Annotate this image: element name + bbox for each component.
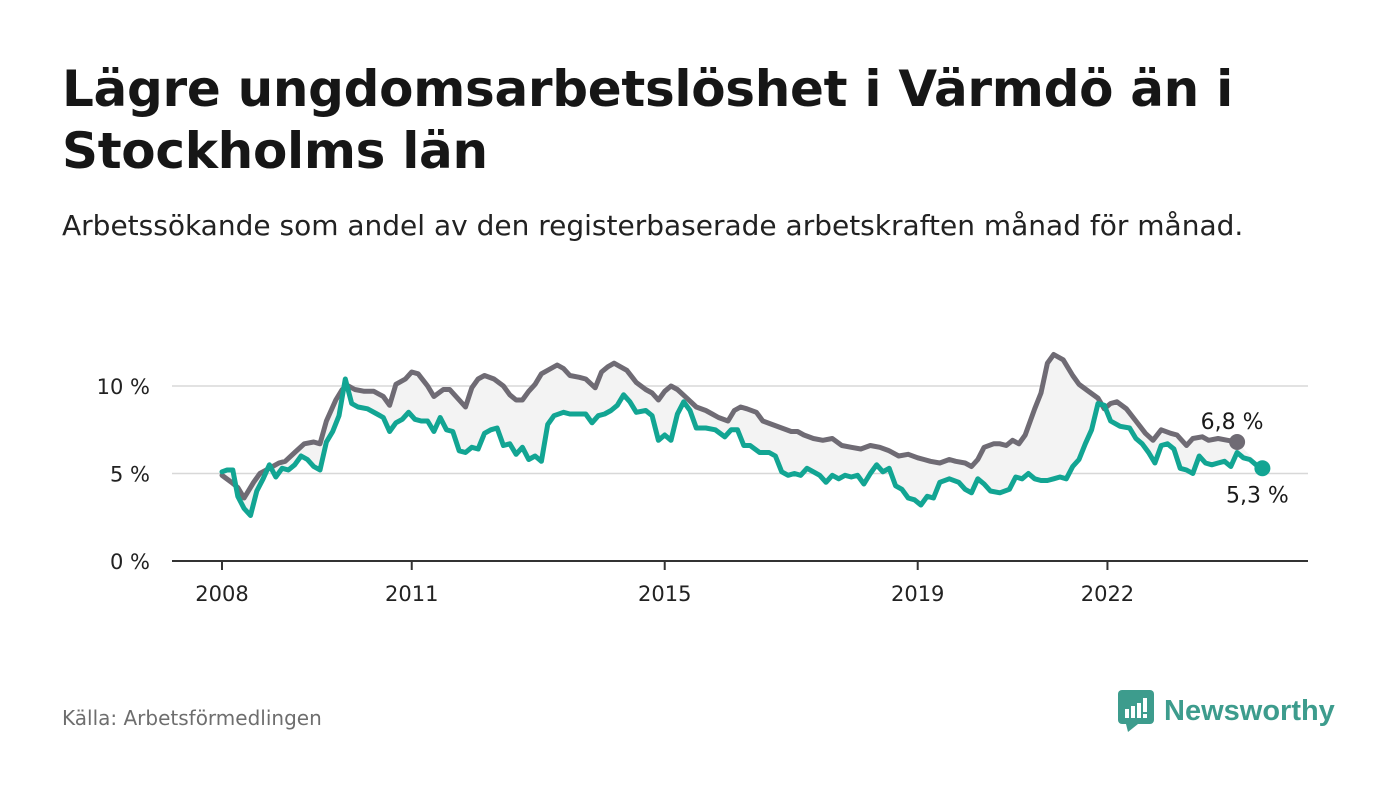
- x-tick-label: 2019: [891, 582, 944, 606]
- y-tick-label: 5 %: [110, 463, 150, 487]
- end-marker-stockholm: [1229, 434, 1246, 450]
- y-tick-label: 0 %: [110, 550, 150, 574]
- chart-subtitle: Arbetssökande som andel av den registerb…: [62, 209, 1244, 242]
- x-tick-label: 2015: [638, 582, 691, 606]
- series-line-varmdo: [219, 376, 1265, 518]
- newsworthy-logo-icon: [1118, 690, 1154, 732]
- x-tick-label: 2011: [385, 582, 438, 606]
- end-label-stockholm: 6,8 %: [1201, 410, 1264, 435]
- x-tick-label: 2008: [195, 582, 248, 606]
- end-marker-varmdo: [1254, 460, 1271, 477]
- chart-title: Lägre ungdomsarbetslöshet i Värmdö än i …: [62, 60, 1233, 180]
- line-chart: 0 % 5 % 10 % 2008 2011 2015 2019 2022 6,8 % 5,3 %…: [97, 352, 1308, 606]
- source-note: Källa: Arbetsförmedlingen: [62, 706, 322, 730]
- y-tick-label: 10 %: [97, 375, 150, 399]
- brand-logo[interactable]: Newsworthy: [1118, 690, 1335, 732]
- series-line-stockholm: [219, 352, 1240, 501]
- brand-name: Newsworthy: [1164, 694, 1335, 727]
- end-label-varmdo: 5,3 %: [1226, 483, 1289, 508]
- x-tick-label: 2022: [1081, 582, 1134, 606]
